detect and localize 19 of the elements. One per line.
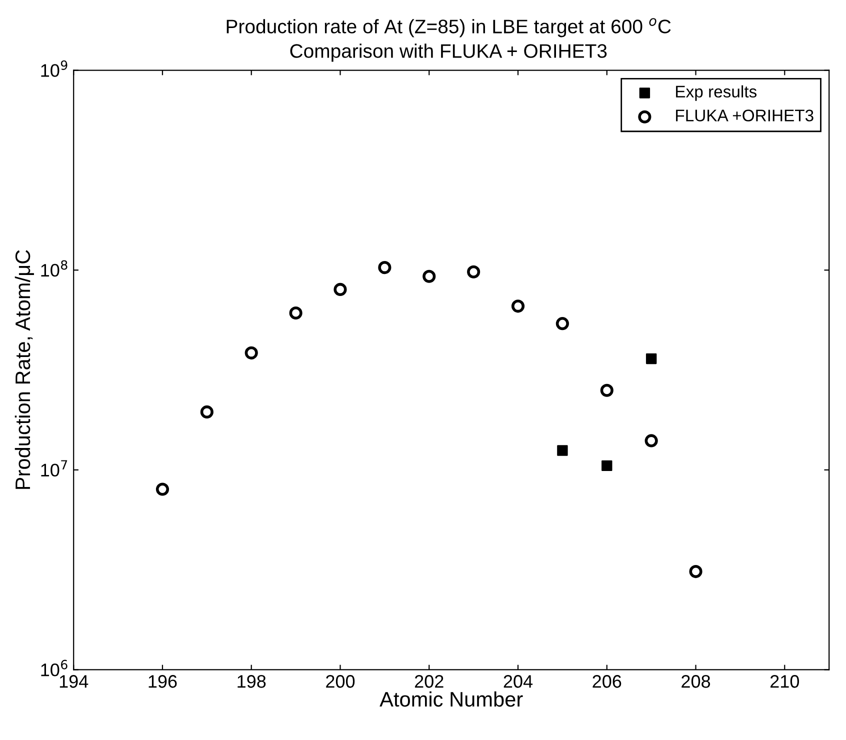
x-tick-label: 206 <box>592 675 622 688</box>
chart-title: Production rate of At (Z=85) in LBE target at 600 $^{o}$C <box>226 18 671 38</box>
x-tick-label: 200 <box>326 675 355 688</box>
y-tick-label: 10$^{8}$ <box>41 260 68 277</box>
legend-label: FLUKA +ORIHET3 <box>676 110 814 122</box>
x-tick-label: 196 <box>148 675 177 688</box>
chart-subtitle: Comparison with FLUKA + ORIHET3 <box>290 44 607 62</box>
y-tick-label: 10$^{6}$ <box>41 660 68 676</box>
y-axis-title: Production Rate, Atom/μC <box>14 250 34 489</box>
x-tick-label: 202 <box>414 675 444 688</box>
x-tick-label: 198 <box>238 675 266 688</box>
x-axis-title: Atomic Number <box>380 691 523 707</box>
legend-label: Exp results <box>676 85 757 101</box>
x-tick-label: 210 <box>770 675 799 688</box>
y-tick-label: 10$^{7}$ <box>41 460 68 476</box>
x-tick-label: 194 <box>60 675 88 688</box>
x-tick-label: 208 <box>682 675 710 688</box>
y-tick-label: 10$^{9}$ <box>41 60 68 77</box>
x-tick-label: 204 <box>504 675 533 688</box>
